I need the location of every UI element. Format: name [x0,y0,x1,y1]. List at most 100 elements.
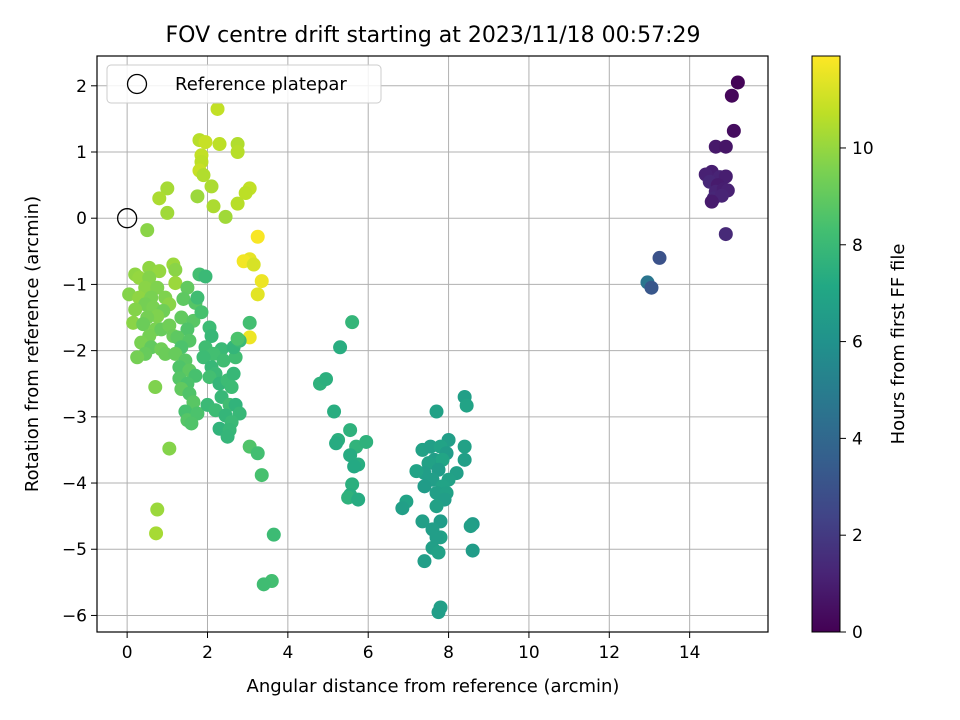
y-tick-label: 0 [76,209,87,229]
data-point [162,318,177,333]
x-tick-label: 14 [679,643,701,663]
data-point [345,315,360,330]
data-point [415,514,430,529]
data-point [190,290,205,305]
data-point [140,223,155,238]
data-point [417,479,432,494]
data-point [152,191,167,206]
data-point [160,205,175,220]
data-point [204,179,219,194]
colorbar-tick-label: 8 [852,236,863,256]
data-point [168,276,183,291]
data-point [160,181,175,196]
data-point [204,329,219,344]
data-point [168,262,183,277]
data-point [198,269,213,284]
y-axis-label: Rotation from reference (arcmin) [22,196,43,492]
colorbar-tick-label: 2 [852,526,863,546]
data-point [128,302,143,317]
data-point [250,229,265,244]
data-point [457,439,472,454]
data-point [162,441,177,456]
y-tick-label: 2 [76,77,87,97]
data-point [250,287,265,302]
data-point [256,577,271,592]
data-point [327,404,342,419]
x-axis-ticks: 0 2 4 6 8 10 12 14 [122,632,701,663]
x-tick-label: 10 [518,643,540,663]
data-point [417,554,432,569]
y-axis-ticks: 2 1 0 −1 −2 −3 −4 −5 −6 [62,77,97,626]
reference-platepar-marker [116,208,138,229]
plot-area-frame [96,55,769,633]
data-points [122,75,745,620]
data-point [220,429,235,444]
x-tick-label: 6 [363,643,374,663]
data-point [423,439,438,454]
data-point [718,139,733,154]
data-point [704,194,719,209]
data-point [226,366,241,381]
data-point [180,322,195,337]
colorbar-ticks: 0 2 4 6 8 10 [840,139,874,643]
data-point [395,501,410,516]
legend: Reference platepar [106,64,382,104]
y-tick-label: 1 [76,143,87,163]
data-point [130,350,145,365]
colorbar-tick-label: 10 [852,139,874,159]
data-point [266,527,281,542]
data-point [149,526,164,541]
data-point [319,372,334,387]
data-point [431,605,446,620]
data-point [176,291,191,306]
data-point [150,502,165,517]
data-point [465,543,480,558]
data-point [343,448,358,463]
data-point [242,315,257,330]
data-point [202,370,217,385]
data-point [726,123,741,138]
x-tick-label: 4 [282,643,293,663]
colorbar-tick-label: 0 [852,623,863,643]
legend-label: Reference platepar [175,74,347,95]
colorbar-tick-label: 4 [852,429,863,449]
legend-box [106,64,382,104]
colorbar-tick-label: 6 [852,333,863,353]
data-point [429,404,444,419]
legend-marker-circle [126,73,148,95]
y-tick-label: −6 [62,606,87,626]
data-point [718,227,733,242]
x-tick-label: 0 [122,643,133,663]
data-point [184,416,199,431]
data-point [431,545,446,560]
data-point [459,398,474,413]
y-tick-label: −4 [62,474,87,494]
y-tick-label: −3 [62,408,87,428]
data-point [254,468,269,483]
data-point [246,257,261,272]
data-point [347,459,362,474]
data-point [463,519,478,534]
data-point [724,88,739,103]
data-point [224,380,239,395]
data-point [210,101,225,116]
data-point [168,346,183,361]
data-point [652,250,667,265]
data-point [136,317,151,332]
data-point [254,274,269,289]
data-point [218,209,233,224]
colorbar [811,55,841,633]
data-point [198,135,213,150]
data-point [230,196,245,211]
colorbar-label: Hours from first FF file [888,244,909,445]
data-point [708,139,723,154]
data-point [345,477,360,492]
data-point [190,189,205,204]
data-point [409,464,424,479]
data-point [196,168,211,183]
data-point [174,310,189,325]
data-point [212,137,227,152]
data-point [343,423,358,438]
data-point [429,530,444,545]
